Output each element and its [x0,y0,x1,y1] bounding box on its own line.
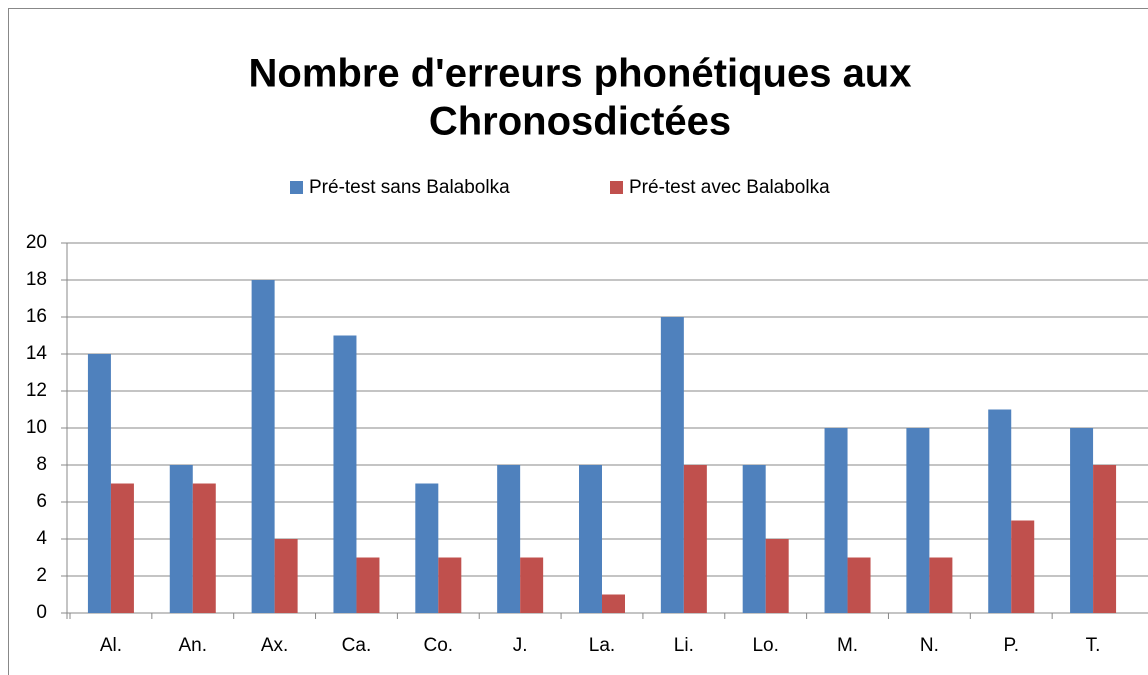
bar [683,465,707,613]
legend-swatch [290,181,303,194]
bar [579,465,602,613]
bar [906,428,930,613]
bar [110,483,134,613]
x-tick-label: An. [179,635,208,656]
bar [356,557,380,613]
x-tick-label: J. [513,635,528,656]
bar [497,465,521,613]
bar [333,335,357,613]
bar [1093,465,1117,613]
bar [192,483,216,613]
bar [415,483,439,613]
x-tick-label: Al. [100,635,122,656]
bar [87,354,111,613]
x-tick-label: T. [1086,635,1101,656]
x-tick-label: Lo. [752,635,778,656]
chart-title: Chronosdictées [429,100,731,144]
x-tick-label: Li. [674,635,694,656]
bar [742,465,766,613]
bar [602,594,625,613]
bar [1011,520,1035,613]
y-tick-label: 8 [36,454,47,475]
x-tick-label: M. [837,635,858,656]
y-tick-label: 0 [36,602,47,623]
legend-label: Pré-test sans Balabolka [309,177,510,198]
bar [520,557,544,613]
bar [251,280,275,613]
bar [274,539,298,613]
y-tick-label: 16 [26,306,47,327]
bar [824,428,848,613]
bar [988,409,1012,613]
x-tick-label: Ax. [261,635,288,656]
x-tick-label: Ca. [342,635,372,656]
x-tick-label: Co. [424,635,454,656]
bar [660,317,684,613]
y-tick-label: 6 [36,491,47,512]
legend-label: Pré-test avec Balabolka [629,177,830,198]
chart-title: Nombre d'erreurs phonétiques aux [249,52,912,96]
y-tick-label: 12 [26,380,47,401]
x-tick-label: P. [1003,635,1019,656]
x-tick-label: N. [920,635,939,656]
y-tick-label: 2 [36,565,47,586]
bar [929,557,953,613]
y-tick-label: 18 [26,269,47,290]
bar [847,557,871,613]
x-tick-label: La. [589,635,615,656]
bar [169,465,193,613]
bar [1070,428,1094,613]
y-tick-label: 10 [26,417,47,438]
y-tick-label: 4 [36,528,47,549]
y-tick-label: 20 [26,232,47,253]
legend-swatch [610,181,623,194]
y-tick-label: 14 [26,343,48,364]
bar [765,539,789,613]
bar [438,557,462,613]
